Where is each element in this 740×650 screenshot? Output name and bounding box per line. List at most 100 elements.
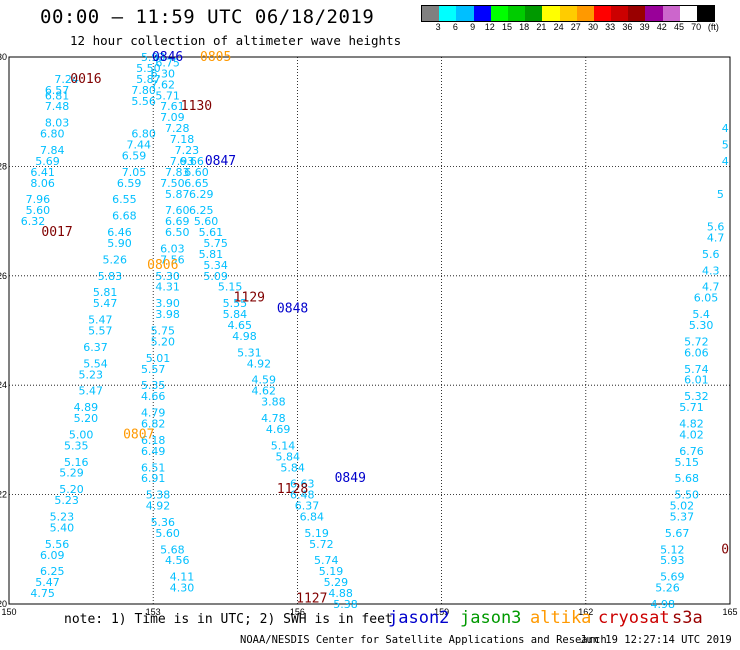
pass-time-label: 1128 [277,482,308,497]
wave-height-value: 5.34 [203,259,228,272]
wave-height-value: 5.55 [223,297,248,310]
lon-tick-label: 156 [290,607,305,617]
wave-height-value: 5.47 [88,314,113,327]
pass-time-label: 0807 [123,427,154,442]
wave-height-value: 5.60 [26,204,51,217]
wave-height-value: 6.69 [165,215,190,228]
wave-height-value: 5.16 [64,456,89,469]
wave-height-value: 7.56 [160,253,185,266]
wave-height-value: 5.4 [692,308,710,321]
wave-height-value: 4.98 [232,330,257,343]
wave-height-value: 7.23 [175,144,200,157]
pass-time-label: 0 [721,542,729,557]
legend-swatch [645,6,663,21]
wave-height-value: 5.61 [199,226,224,239]
wave-height-value: 4.62 [252,385,277,398]
wave-height-value: 4.79 [141,407,166,420]
wave-height-value: 6.84 [300,510,325,523]
wave-height-value: 7.24 [54,73,79,86]
color-scale-legend [421,5,716,22]
wave-height-value: 5.75 [151,325,176,338]
pass-time-label: 0805 [200,50,231,65]
legend-swatch [542,6,560,21]
wave-height-value: 5.38 [146,489,171,502]
wave-height-value: 6.06 [684,346,709,359]
pass-time-label: 0806 [147,258,178,273]
wave-height-value: 4.82 [679,417,704,430]
lat-tick-label: 28 [0,161,7,171]
wave-height-value: 5.74 [314,554,339,567]
wave-height-value: 4.65 [227,319,252,332]
legend-swatch [628,6,646,21]
wave-height-value: 5.29 [324,576,349,589]
wave-height-value: 5.60 [194,215,219,228]
wave-height-value: 5.32 [684,390,709,403]
wave-height-value: 6.46 [107,226,132,239]
wave-height-value: 5.84 [276,450,301,463]
wave-height-value: 5.56 [131,95,156,108]
wave-height-value: 4.7 [707,232,725,245]
wave-height-value: 4.89 [74,401,99,414]
wave-height-value: 3.90 [155,297,180,310]
wave-height-value: 7.80 [131,84,156,97]
wave-height-value: 4.92 [247,357,272,370]
pass-time-label: 1127 [296,592,327,607]
legend-swatch [576,6,594,21]
legend-swatch [439,6,457,21]
legend-swatch [456,6,474,21]
wave-height-value: 4.88 [328,587,353,600]
legend-label: 39 [639,22,650,32]
wave-height-value: 7.83 [165,166,190,179]
wave-height-value: 6.91 [141,472,166,485]
legend-label: 6 [452,22,458,32]
wave-height-value: 6.50 [165,226,190,239]
legend-label: (ft) [707,22,719,32]
wave-height-value: 5.02 [670,500,695,513]
wave-height-value: 7.60 [165,204,190,217]
legend-label: 70 [691,22,702,32]
wave-height-value: 5.30 [689,319,714,332]
wave-height-value: 6.59 [117,177,142,190]
wave-height-value: 7.09 [160,111,185,124]
wave-height-value: 5.68 [674,472,699,485]
wave-height-value: 5.20 [59,483,84,496]
wave-height-value: 7.18 [170,133,195,146]
wave-height-value: 6.29 [189,188,214,201]
legend-label: 33 [605,22,616,32]
lon-tick-label: 162 [578,607,593,617]
wave-height-value: 5.69 [660,571,685,584]
legend-swatch [679,6,697,21]
wave-height-value: 5.47 [35,576,60,589]
wave-height-value: 5.35 [64,439,89,452]
legend-swatch [422,6,440,21]
color-scale-labels: 3 6 9 12 15 18 21 24 27 30 33 36 39 42 45 70 (ft) [421,22,740,34]
wave-height-value: 5.6 [707,221,725,234]
wave-height-value: 5.83 [98,270,123,283]
generated-timestamp: Jun 19 12:27:14 UTC 2019 [580,634,732,646]
wave-height-value: 5.87 [136,73,161,86]
satellite-name: altika [530,608,592,628]
wave-height-value: 5.69 [35,155,60,168]
wave-height-value: 5.35 [141,379,166,392]
wave-height-value: 4.69 [266,423,291,436]
wave-height-value: 5.75 [203,237,228,250]
wave-height-value: 5.01 [146,352,171,365]
wave-height-value: 5.71 [155,89,180,102]
wave-height-value: 4 [722,155,729,168]
wave-height-value: 5.19 [319,565,344,578]
wave-height-value: 5.87 [165,188,190,201]
wave-height-value: 5.20 [74,412,99,425]
wave-height-value: 6.37 [295,500,320,513]
wave-height-value: 5.15 [674,456,699,469]
wave-height-value: 8.06 [30,177,55,190]
legend-label: 15 [501,22,513,32]
wave-height-value: 3.98 [155,308,180,321]
legend-label: 12 [484,22,495,32]
wave-height-value: 6.48 [290,489,315,502]
wave-height-value: 6.25 [40,565,65,578]
wave-height-value: 4.02 [679,428,704,441]
satellite-name: jason2 [388,608,450,628]
wave-height-value: 5.12 [660,543,685,556]
wave-height-value: 5.60 [155,527,180,540]
